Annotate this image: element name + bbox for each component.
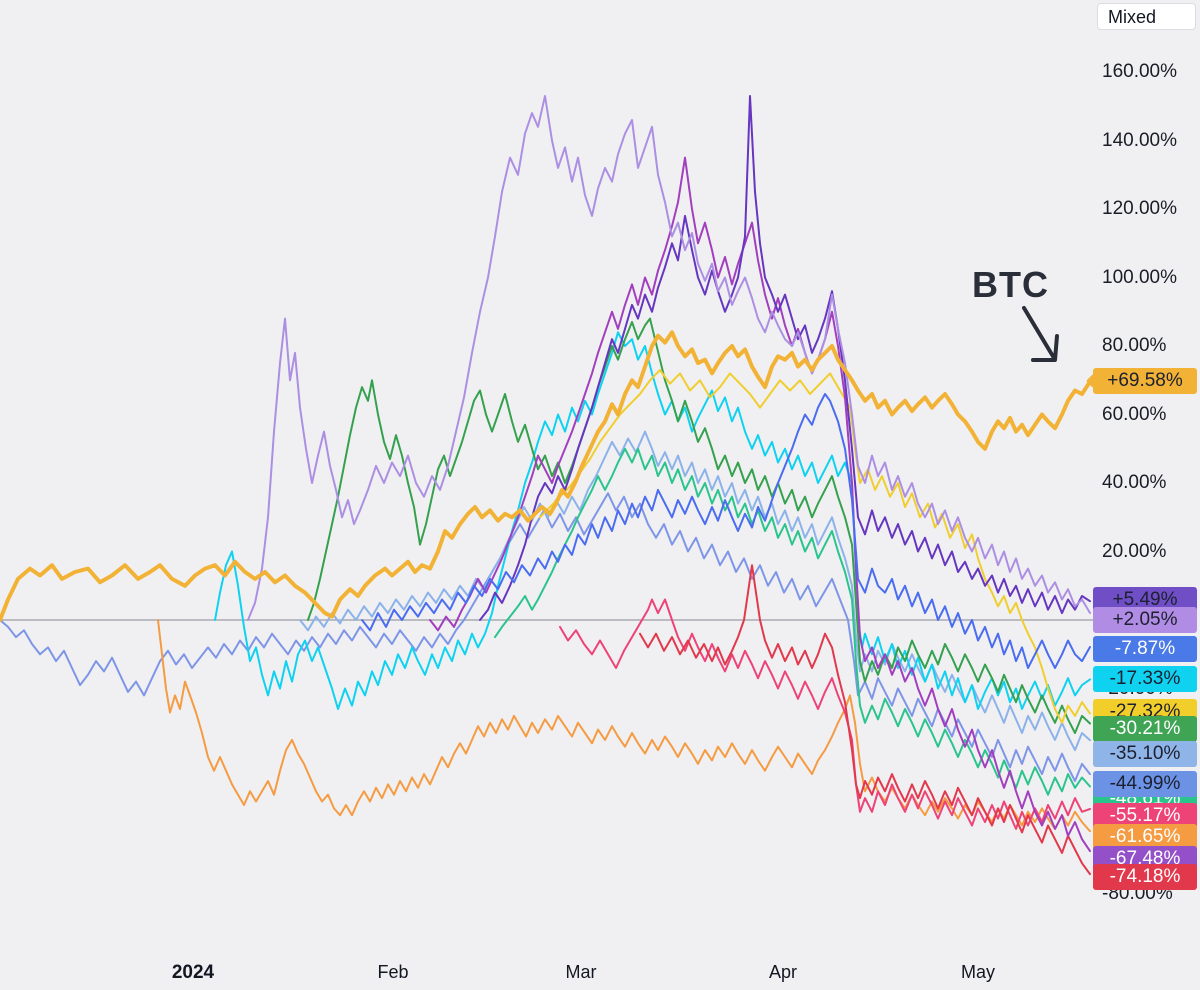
y-axis-label: 20.00% — [1102, 540, 1167, 562]
series-line-cyan — [214, 331, 1091, 710]
y-axis-label: 100.00% — [1102, 266, 1178, 288]
y-axis-label: 120.00% — [1102, 198, 1178, 219]
x-axis-label-Apr: Apr — [768, 962, 798, 982]
series-line-violet — [479, 95, 1091, 621]
price-label-lavender: +2.05% — [1093, 607, 1197, 633]
btc-annotation-label: BTC — [972, 264, 1049, 305]
series-line-mint — [494, 447, 1091, 796]
btc-annotation-arrow — [1022, 306, 1059, 362]
series-line-orange — [157, 619, 1091, 833]
price-label-sky: -35.10% — [1093, 741, 1197, 767]
price-label-cyan: -17.33% — [1093, 666, 1197, 692]
price-label-blue: -7.87% — [1093, 636, 1197, 662]
series-line-BTC — [0, 330, 1092, 622]
series-line-yellow — [539, 369, 1091, 724]
series-line-red — [639, 564, 1091, 876]
y-axis-label: 60.00% — [1102, 403, 1167, 425]
price-label-orange: -61.65% — [1093, 824, 1197, 850]
y-axis-label: 40.00% — [1102, 472, 1167, 493]
y-axis-label: 80.00% — [1102, 335, 1167, 356]
x-axis-label-May: May — [960, 962, 996, 982]
series-line-orchid — [429, 156, 1091, 853]
series-line-lavender — [247, 95, 1091, 621]
series-line-periwinkle — [0, 492, 1091, 782]
x-axis-label-Feb: Feb — [377, 962, 409, 982]
series-line-green — [307, 317, 1091, 734]
price-label-BTC: +69.58% — [1093, 368, 1197, 394]
price-label-green: -30.21% — [1093, 716, 1197, 742]
x-axis-label-2024: 2024 — [171, 962, 215, 983]
price-label-red: -74.18% — [1093, 864, 1197, 890]
scale-mode-button[interactable]: Mixed — [1097, 3, 1196, 30]
price-label-periwinkle: -44.99% — [1093, 771, 1197, 797]
y-axis-label: 160.00% — [1102, 61, 1178, 82]
series-line-blue — [361, 393, 1091, 669]
x-axis-label-Mar: Mar — [565, 962, 597, 982]
series-line-crimson — [559, 598, 1091, 830]
series-line-sky — [299, 430, 1091, 752]
y-axis-label: 140.00% — [1102, 129, 1178, 151]
